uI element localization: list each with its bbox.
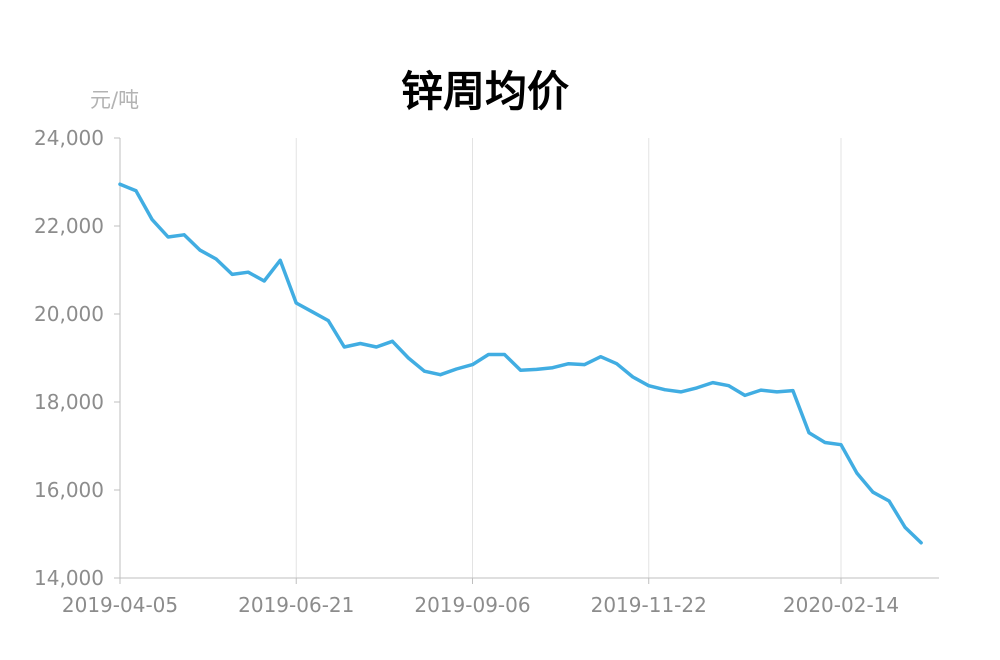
data-point [471,363,474,367]
data-point [695,386,699,390]
x-tick-label: 2019-06-21 [238,593,354,617]
data-point [134,189,138,193]
x-tick-label: 2019-09-06 [414,593,530,617]
y-tick-label: 14,000 [34,566,104,590]
x-tick-label: 2020-02-14 [783,593,899,617]
data-point [615,362,619,366]
data-point [647,384,651,388]
data-point [198,248,202,252]
data-point [871,490,875,494]
data-point [663,388,667,392]
data-point [679,390,683,394]
data-point [342,345,346,349]
data-point [406,356,410,360]
data-point [791,389,795,393]
grid-lines [295,138,842,578]
x-tick-label: 2019-11-22 [591,593,707,617]
data-point [438,373,442,377]
y-axis-unit-label: 元/吨 [90,88,140,112]
series-line [118,182,923,545]
data-point [583,363,587,367]
data-point [182,233,186,237]
data-point [887,499,891,503]
chart-title: 锌周均价 [400,67,569,116]
data-point [358,342,362,345]
data-point [422,369,426,373]
data-point [711,381,715,385]
data-point [775,390,779,394]
data-point [503,353,506,356]
data-point [631,375,635,379]
y-tick-labels: 14,000 16,000 18,000 20,000 22,000 24,000 [34,126,104,590]
data-point [150,217,154,221]
data-point [487,353,490,356]
data-point [535,367,539,371]
y-tick-label: 22,000 [34,214,104,238]
data-point [599,355,603,359]
data-point [839,443,843,447]
data-point [727,384,731,388]
data-point [278,258,282,262]
data-point [567,362,571,366]
data-point [326,319,330,323]
data-point [230,272,234,276]
data-point [807,431,811,435]
data-point [919,541,923,545]
y-tick-label: 16,000 [34,478,104,502]
data-point [246,270,250,274]
y-tick-label: 20,000 [34,302,104,326]
data-point [903,525,907,529]
data-point [262,279,266,283]
data-point [551,366,555,370]
data-point [743,393,747,397]
series-layer [118,182,923,545]
axes [114,137,939,584]
y-tick-label: 18,000 [34,390,104,414]
data-point [455,367,458,371]
data-point [855,471,859,475]
data-point [214,257,218,261]
data-point [118,182,122,186]
data-point [166,235,170,239]
data-point [294,301,298,305]
x-tick-labels: 2019-04-05 2019-06-21 2019-09-06 2019-11-22… [62,593,899,617]
data-point [390,339,394,343]
data-point [823,441,827,444]
data-point [310,310,314,314]
x-tick-label: 2019-04-05 [62,593,178,617]
data-point [374,345,378,349]
data-point [759,388,763,392]
data-point [519,368,523,372]
y-tick-label: 24,000 [34,126,104,150]
